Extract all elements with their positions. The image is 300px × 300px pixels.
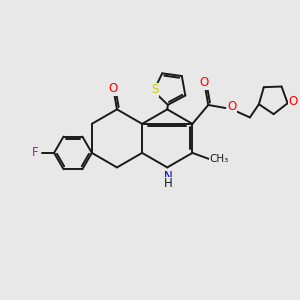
Text: F: F (32, 146, 38, 159)
Text: H: H (164, 178, 172, 190)
Text: CH₃: CH₃ (209, 154, 229, 164)
Text: N: N (164, 170, 172, 183)
Text: O: O (289, 95, 298, 108)
Text: O: O (199, 76, 208, 89)
Text: O: O (227, 100, 236, 113)
Text: O: O (108, 82, 117, 95)
Text: S: S (152, 83, 159, 96)
